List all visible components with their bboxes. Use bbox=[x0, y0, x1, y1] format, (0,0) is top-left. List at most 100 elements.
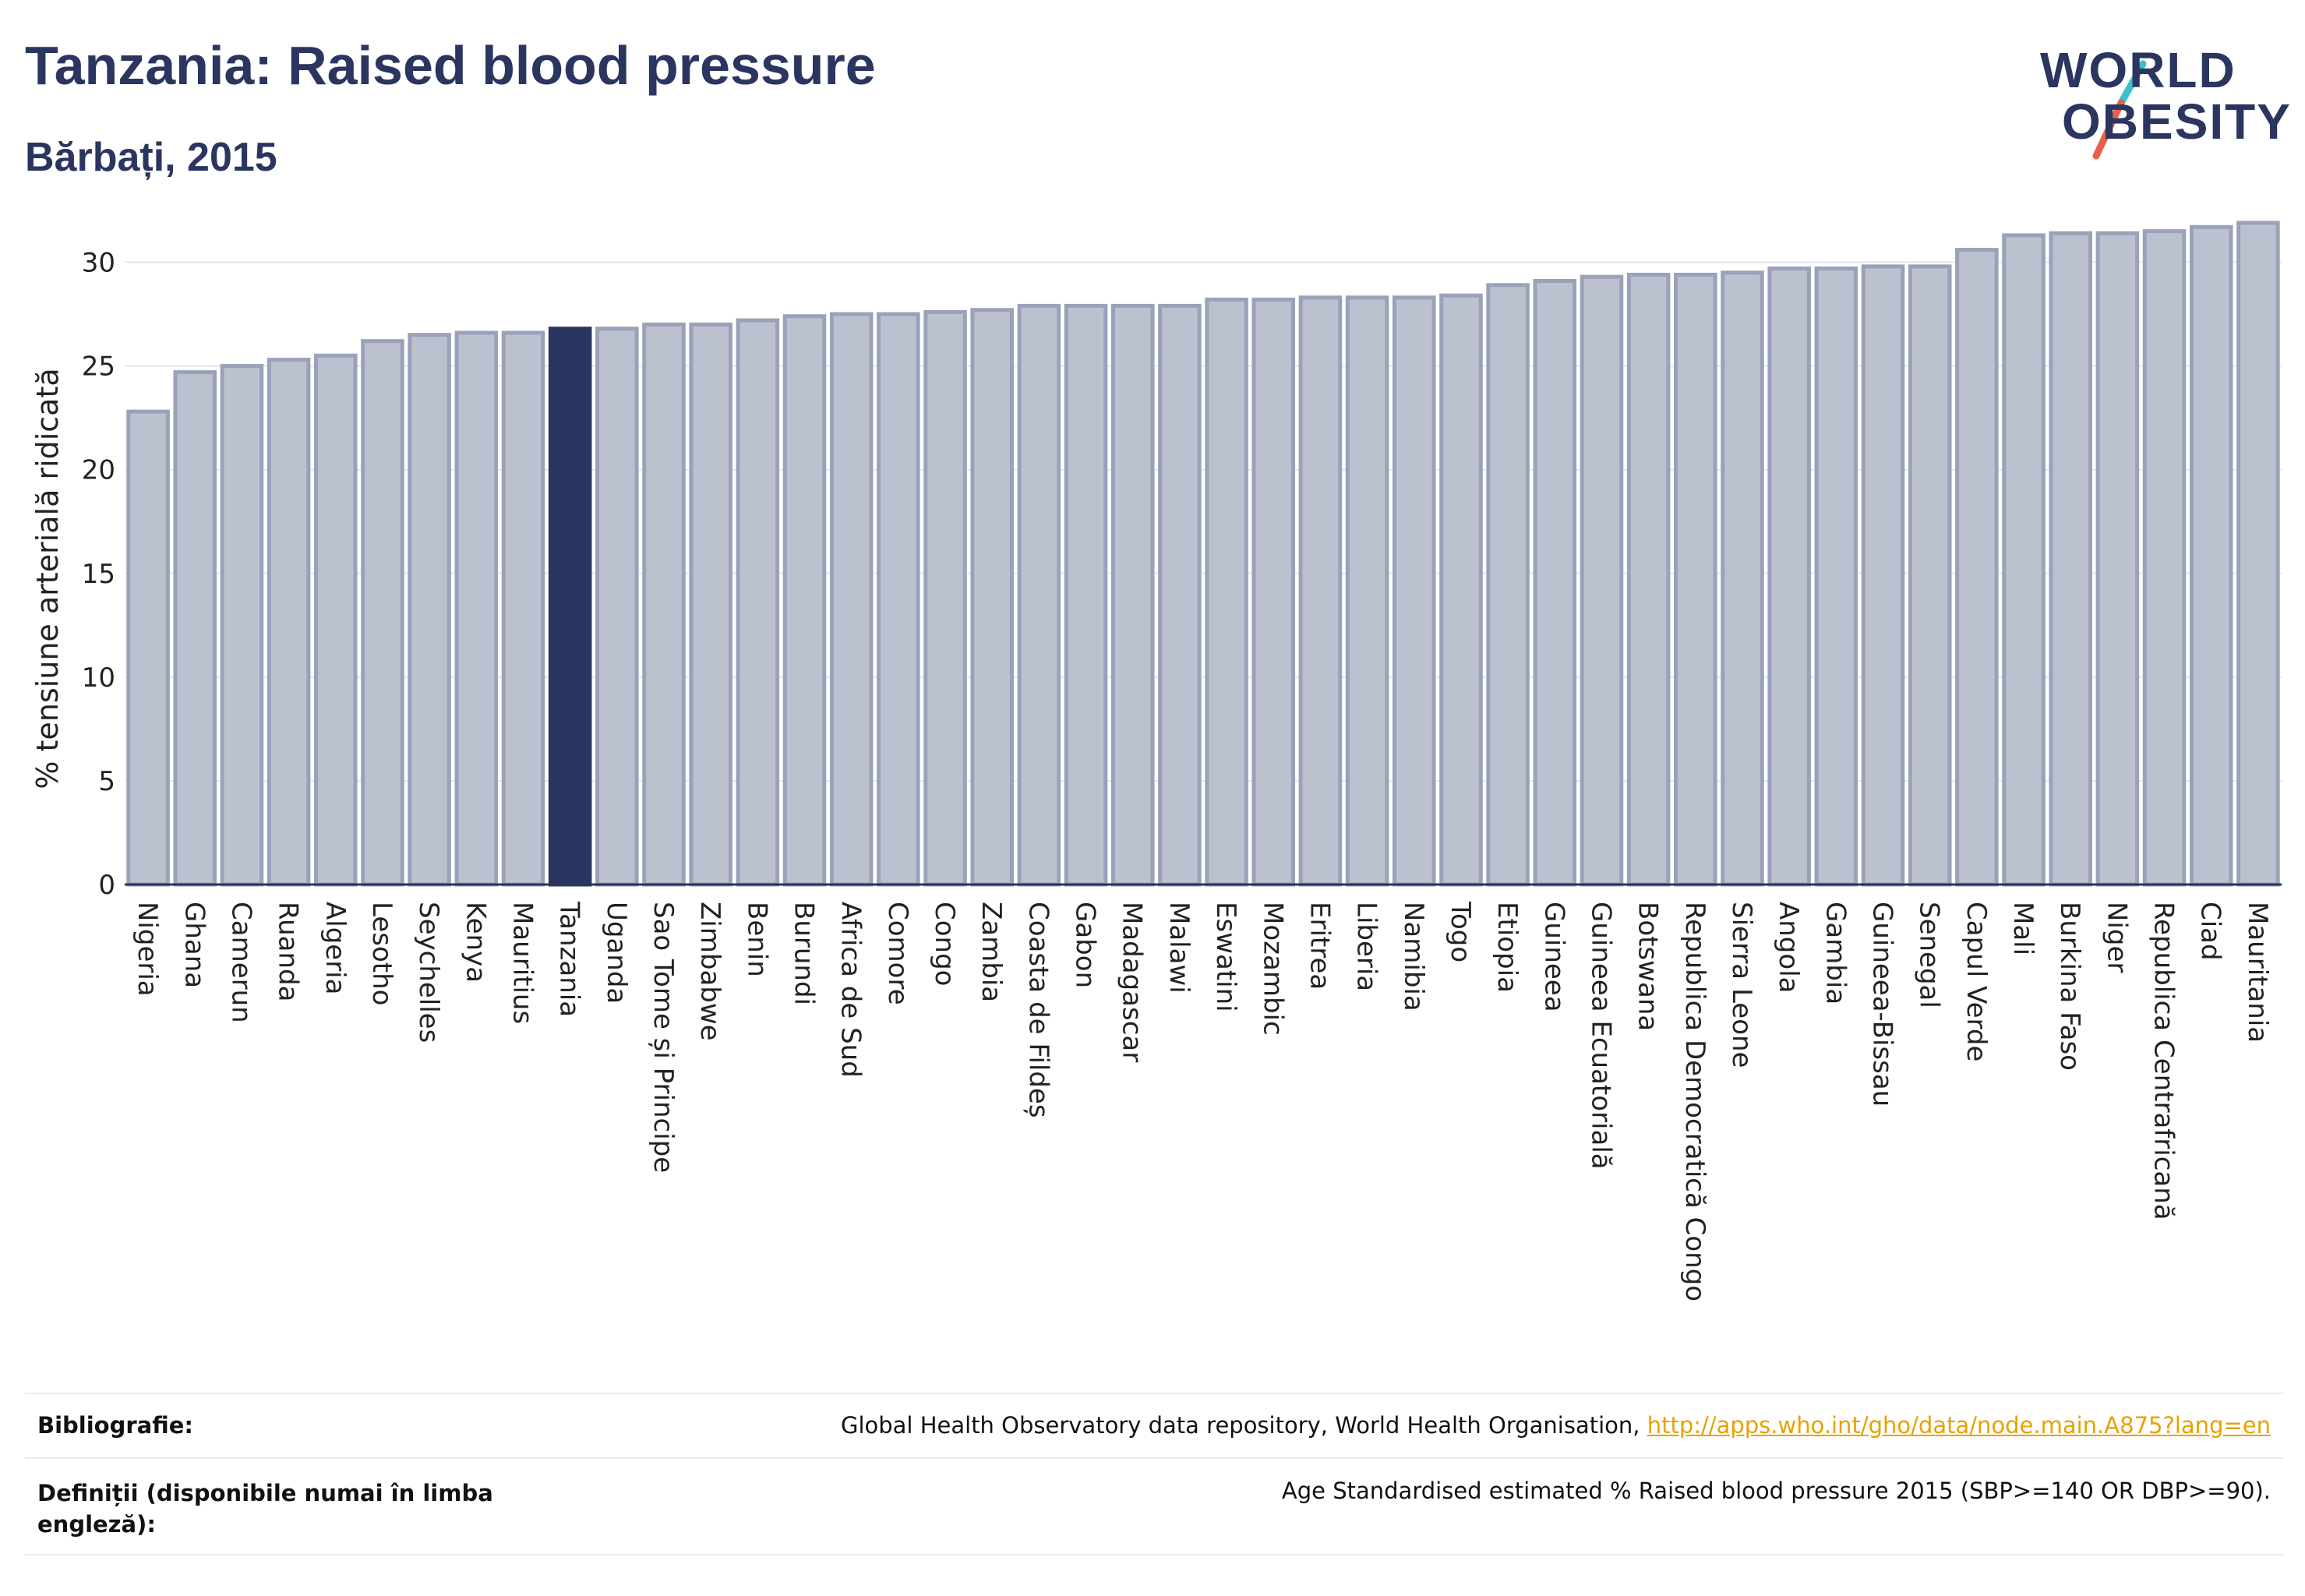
x-tick-label: Kenya bbox=[460, 902, 491, 983]
chart-subtitle: Bărbați, 2015 bbox=[25, 135, 277, 180]
x-tick-label: Guineea bbox=[1538, 902, 1569, 1012]
bar bbox=[173, 370, 217, 887]
logo-slash-icon bbox=[2092, 60, 2147, 160]
bar bbox=[1533, 278, 1577, 887]
bar bbox=[595, 327, 639, 887]
x-tick-label: Tanzania bbox=[554, 901, 585, 1017]
bar bbox=[501, 330, 545, 887]
x-tick-label: Gambia bbox=[1820, 902, 1851, 1005]
logo-line-2: OBESITY bbox=[2062, 94, 2292, 150]
x-tick-label: Gabon bbox=[1070, 902, 1101, 988]
bar bbox=[1674, 273, 1717, 887]
x-tick-label: Guineea-Bissau bbox=[1867, 902, 1898, 1107]
definitions-text: Age Standardised estimated % Raised bloo… bbox=[1281, 1478, 2271, 1504]
y-tick-label: 0 bbox=[98, 870, 115, 901]
bar bbox=[782, 314, 827, 887]
bibliography-label: Bibliografie: bbox=[37, 1412, 193, 1439]
x-tick-label: Burundi bbox=[789, 902, 820, 1005]
y-tick-label: 20 bbox=[82, 455, 115, 486]
y-tick-label: 30 bbox=[82, 248, 115, 279]
bar bbox=[2002, 233, 2046, 887]
bar bbox=[1626, 273, 1671, 887]
x-tick-label: Ciad bbox=[2195, 902, 2226, 961]
bibliography-text: Global Health Observatory data repositor… bbox=[840, 1412, 1647, 1439]
bar bbox=[1767, 267, 1811, 887]
bar bbox=[1486, 283, 1530, 887]
x-tick-label: Algeria bbox=[319, 902, 351, 994]
x-tick-label: Sierra Leone bbox=[1726, 902, 1757, 1068]
x-tick-label: Liberia bbox=[1351, 902, 1382, 991]
x-tick-label: Namibia bbox=[1398, 902, 1429, 1012]
x-tick-label: Capul Verde bbox=[1961, 902, 1992, 1061]
x-tick-label: Seychelles bbox=[413, 902, 444, 1043]
x-tick-label: Zambia bbox=[976, 902, 1007, 1002]
x-tick-label: Senegal bbox=[1914, 902, 1945, 1008]
y-tick-label: 10 bbox=[82, 662, 115, 694]
x-tick-label: Congo bbox=[929, 902, 960, 986]
y-axis-label: % tensiune arterială ridicată bbox=[30, 368, 65, 789]
x-tick-label: Guineea Ecuatorială bbox=[1585, 902, 1616, 1170]
x-tick-label: Zimbabwe bbox=[694, 902, 725, 1041]
x-tick-label: Camerun bbox=[225, 902, 256, 1023]
bar bbox=[2236, 221, 2280, 887]
x-tick-label: Niger bbox=[2101, 902, 2132, 973]
x-tick-label: Uganda bbox=[601, 902, 632, 1004]
x-tick-label: Mali bbox=[2007, 902, 2038, 955]
x-tick-label: Sao Tome și Principe bbox=[648, 902, 679, 1173]
bar-chart: 0 5 10 15 20 25 30 % tensiune arterială ridicat… bbox=[30, 221, 2282, 1301]
bar bbox=[2095, 231, 2140, 887]
bar bbox=[1721, 270, 1764, 887]
x-tick-label: Malawi bbox=[1163, 902, 1195, 994]
x-tick-label: Coasta de Fildeș bbox=[1022, 902, 1054, 1118]
x-tick-label: Nigeria bbox=[132, 902, 163, 997]
x-tick-label: Mauritania bbox=[2242, 902, 2273, 1043]
bibliography-link[interactable]: http://apps.who.int/gho/data/node.main.A… bbox=[1647, 1412, 2271, 1439]
bar bbox=[1017, 303, 1061, 887]
x-tick-label: Madagascar bbox=[1117, 902, 1148, 1062]
x-tick-label: Angola bbox=[1773, 902, 1804, 993]
bar bbox=[970, 308, 1014, 887]
bibliography-value: Global Health Observatory data repositor… bbox=[841, 1412, 2271, 1439]
bar bbox=[1298, 295, 1343, 887]
bar bbox=[267, 358, 311, 887]
x-tick-label: Etiopia bbox=[1491, 902, 1523, 993]
footer-divider bbox=[25, 1457, 2283, 1459]
x-tick-label: Africa de Sud bbox=[835, 902, 867, 1078]
x-tick-label: Ghana bbox=[178, 902, 210, 988]
bar bbox=[1908, 264, 1952, 887]
x-tick-label: Mauritius bbox=[507, 902, 538, 1024]
bar bbox=[1205, 297, 1248, 887]
bar bbox=[736, 318, 780, 887]
chart-title: Tanzania: Raised blood pressure bbox=[25, 35, 876, 96]
x-tick-label: Botswana bbox=[1633, 902, 1664, 1031]
bar bbox=[2189, 224, 2233, 887]
bar bbox=[1158, 303, 1202, 887]
bar bbox=[1580, 274, 1624, 887]
bar bbox=[1251, 297, 1296, 887]
footer-divider bbox=[25, 1554, 2283, 1555]
bar bbox=[454, 330, 499, 887]
x-tick-label: Eritrea bbox=[1304, 902, 1335, 990]
bar bbox=[1439, 293, 1483, 887]
bar bbox=[1393, 295, 1436, 887]
bar bbox=[220, 364, 264, 887]
bar bbox=[1955, 248, 1999, 887]
x-tick-label: Mozambic bbox=[1257, 902, 1288, 1036]
bar bbox=[923, 309, 967, 887]
y-tick-label: 5 bbox=[98, 766, 115, 797]
x-tick-label: Republica Democratică Congo bbox=[1679, 902, 1710, 1301]
bar bbox=[1064, 303, 1108, 887]
bar bbox=[642, 322, 686, 887]
bar bbox=[408, 333, 451, 887]
x-tick-label: Comore bbox=[882, 902, 913, 1005]
world-obesity-logo: WORLD OBESITY bbox=[2026, 39, 2291, 171]
bibliography-row: Bibliografie: Global Health Observatory … bbox=[25, 1412, 2283, 1451]
bar bbox=[126, 409, 170, 887]
bar bbox=[361, 339, 404, 887]
logo-line-1: WORLD bbox=[2040, 42, 2236, 98]
footer-divider bbox=[25, 1393, 2283, 1394]
bar bbox=[1814, 267, 1858, 887]
x-tick-label: Eswatini bbox=[1210, 902, 1241, 1012]
y-tick-label: 25 bbox=[82, 351, 115, 383]
x-tick-label: Ruanda bbox=[273, 902, 304, 1001]
